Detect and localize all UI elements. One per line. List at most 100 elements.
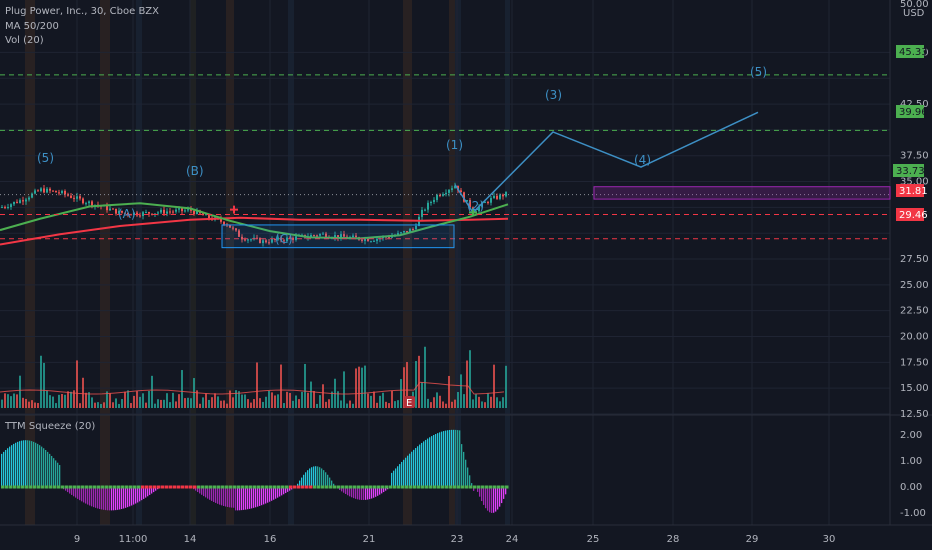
ttm-bar	[107, 487, 109, 511]
ttm-bar	[451, 429, 453, 487]
volume-bar	[46, 390, 48, 408]
volume-bar	[148, 390, 150, 408]
candle-body	[469, 200, 471, 208]
ttm-bar	[425, 439, 427, 487]
volume-bar	[391, 390, 393, 408]
ttm-bar	[255, 487, 257, 508]
ttm-bar	[411, 451, 413, 487]
symbol-title[interactable]: Plug Power, Inc., 30, Cboe BZX	[5, 6, 159, 17]
session-band	[25, 0, 35, 525]
volume-bar	[349, 400, 351, 408]
volume-bar	[445, 403, 447, 408]
ttm-bar	[195, 487, 197, 491]
ttm-bar	[407, 455, 409, 487]
candle-body	[496, 195, 498, 199]
ttm-bar	[419, 444, 421, 487]
earnings-badge[interactable]	[404, 396, 415, 408]
ttm-bar	[433, 435, 435, 487]
candle-body	[178, 208, 180, 210]
ttm-bar	[205, 487, 207, 498]
session-band	[403, 0, 412, 525]
squeeze-dot	[313, 485, 317, 489]
study-ma[interactable]: MA 50/200	[5, 21, 59, 32]
ttm-bar	[35, 442, 37, 487]
ttm-bar	[357, 487, 359, 500]
candle-body	[502, 194, 504, 197]
candle-body	[10, 204, 12, 208]
time-tick-label: 30	[823, 534, 836, 545]
ttm-bar	[231, 487, 233, 508]
ttm-bar	[397, 466, 399, 487]
volume-bar	[505, 365, 507, 408]
volume-bar	[91, 397, 93, 408]
candle-body	[13, 201, 15, 205]
study-volume[interactable]: Vol (20)	[5, 35, 44, 46]
volume-bar	[496, 397, 498, 408]
volume-bar	[361, 367, 363, 408]
squeeze-dot	[49, 485, 53, 489]
volume-bar	[190, 398, 192, 408]
ttm-bar	[49, 453, 51, 487]
squeeze-dot	[273, 485, 277, 489]
volume-bar	[139, 396, 141, 408]
volume-bar	[211, 397, 213, 408]
ttm-bar	[127, 487, 129, 508]
ttm-bar	[117, 487, 119, 510]
ttm-bar	[149, 487, 151, 495]
squeeze-dot	[449, 485, 453, 489]
candle-body	[460, 190, 462, 193]
volume-bar	[379, 395, 381, 408]
squeeze-dot	[261, 485, 265, 489]
time-tick-label: 14	[184, 534, 197, 545]
volume-bar	[25, 398, 27, 408]
squeeze-dot	[37, 485, 41, 489]
ttm-bar	[443, 431, 445, 487]
ttm-bar	[413, 449, 415, 487]
ttm-bar	[93, 487, 95, 508]
volume-bar	[370, 395, 372, 408]
candle-body	[34, 190, 36, 194]
volume-bar	[289, 392, 291, 408]
ttm-bar	[367, 487, 369, 500]
candle-body	[58, 192, 60, 194]
volume-bar	[484, 402, 486, 408]
ttm-bar	[19, 441, 21, 487]
ttm-bar	[89, 487, 91, 506]
ttm-bar	[275, 487, 277, 499]
volume-bar	[202, 397, 204, 408]
candle-body	[406, 231, 408, 233]
wave-label-1: (1)	[446, 138, 463, 152]
ttm-bar	[375, 487, 377, 497]
study-ttm[interactable]: TTM Squeeze (20)	[4, 421, 95, 432]
squeeze-dot	[469, 485, 473, 489]
earnings-marker[interactable]: E	[406, 398, 412, 409]
ttm-bar	[31, 441, 33, 487]
ttm-bar	[289, 487, 291, 491]
volume-bar	[124, 391, 126, 408]
volume-bar	[235, 390, 237, 408]
session-band	[455, 0, 461, 525]
volume-bar	[463, 394, 465, 408]
ttm-bar	[395, 468, 397, 487]
ttm-bar	[399, 464, 401, 487]
squeeze-dot	[145, 485, 149, 489]
ttm-bar	[271, 487, 273, 501]
wave-label-c: (C)	[275, 232, 293, 246]
ttm-bar	[67, 487, 69, 493]
volume-bar	[430, 402, 432, 408]
ttm-bar	[441, 431, 443, 487]
candle-body	[373, 240, 375, 242]
volume-bar	[130, 403, 132, 408]
candle-body	[157, 212, 159, 214]
ttm-bar	[383, 487, 385, 493]
volume-bar	[502, 397, 504, 408]
price-tick-label: 17.50	[900, 357, 929, 368]
volume-bar	[319, 395, 321, 408]
volume-bar	[385, 401, 387, 408]
squeeze-dot	[353, 485, 357, 489]
ttm-bar	[505, 487, 507, 495]
squeeze-dot	[249, 485, 253, 489]
squeeze-dot	[117, 485, 121, 489]
